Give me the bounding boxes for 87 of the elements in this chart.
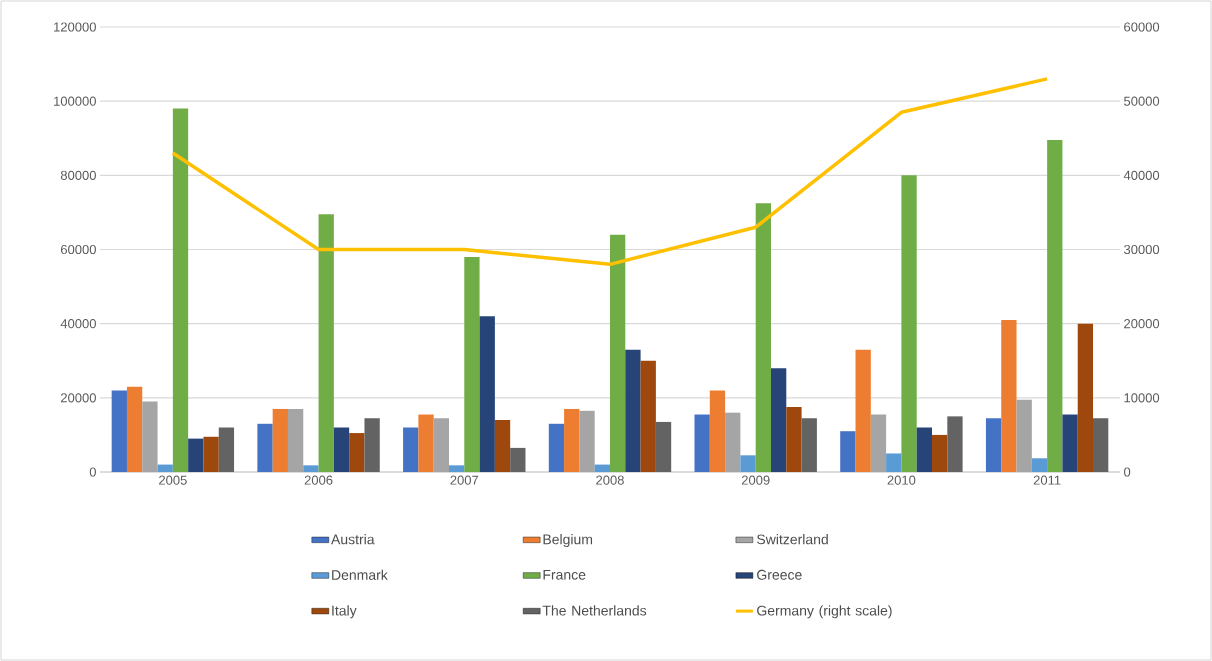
y-tick-label: 40000 <box>60 319 96 329</box>
bar <box>418 414 434 472</box>
bar <box>594 464 610 472</box>
x-tick-label: 2009 <box>741 475 770 485</box>
bar <box>564 408 580 472</box>
bar <box>801 418 817 472</box>
bar <box>947 416 963 472</box>
bar <box>433 418 449 472</box>
x-tick-label: 2008 <box>596 475 624 485</box>
bar <box>1062 414 1078 472</box>
bar <box>548 423 565 472</box>
bar <box>448 465 465 472</box>
legend-label: Greece <box>757 569 802 580</box>
x-tick-label: 2005 <box>159 475 187 485</box>
bar <box>1031 458 1048 472</box>
bar <box>494 420 511 472</box>
bar <box>157 464 173 472</box>
bar <box>479 316 495 472</box>
x-tick-label: 2007 <box>450 475 479 485</box>
y2-tick-label: 50000 <box>1124 96 1160 106</box>
x-tick-label: 2006 <box>304 475 333 485</box>
x-tick-label: 2011 <box>1033 475 1061 485</box>
y2-tick-label: 0 <box>1124 467 1131 477</box>
bar <box>609 234 626 472</box>
y-tick-label: 60000 <box>60 244 96 255</box>
y-tick-label: 0 <box>89 467 96 477</box>
bar <box>464 256 480 472</box>
y2-tick-label: 60000 <box>1124 22 1160 32</box>
legend-label: Italy <box>332 605 357 619</box>
y2-tick-label: 10000 <box>1124 393 1160 403</box>
y-tick-label: 100000 <box>54 96 96 106</box>
legend-label: Belgium <box>543 534 593 548</box>
y2-tick-label: 20000 <box>1124 319 1160 329</box>
bar <box>272 408 288 472</box>
legend-label: Switzerland <box>757 534 828 545</box>
line-series <box>171 77 1049 267</box>
y2-tick-label: 40000 <box>1123 170 1160 180</box>
bar <box>1093 418 1109 472</box>
bar <box>1001 319 1017 472</box>
bar <box>709 390 726 472</box>
bar <box>932 434 948 472</box>
y-tick-label: 120000 <box>54 22 96 32</box>
bar <box>855 349 871 472</box>
bar <box>403 427 419 472</box>
bar <box>694 414 710 472</box>
x-tick-label: 2010 <box>887 475 916 485</box>
bar <box>1047 140 1063 472</box>
bar <box>840 431 856 472</box>
bar <box>287 408 304 472</box>
bar <box>364 418 380 472</box>
bar <box>786 407 802 472</box>
legend-label: Denmark <box>332 569 388 580</box>
bar <box>203 436 219 472</box>
legend-label: France <box>543 569 586 580</box>
bar <box>640 360 656 472</box>
bar <box>886 453 902 472</box>
bar <box>303 465 319 472</box>
bar <box>870 414 887 472</box>
legend-label: Germany (right scale) <box>757 605 892 619</box>
bar <box>126 386 143 472</box>
bar <box>172 108 189 472</box>
bar <box>188 438 204 472</box>
bar <box>142 401 158 472</box>
bar <box>655 421 672 472</box>
bar <box>755 203 771 472</box>
bar <box>740 455 756 472</box>
bar <box>579 410 595 472</box>
bar <box>349 433 365 472</box>
bar <box>625 349 641 472</box>
bar <box>916 427 933 472</box>
y-tick-label: 80000 <box>60 170 96 180</box>
legend-label: Austria <box>331 534 375 545</box>
bar <box>257 423 273 472</box>
legend-label: The Netherlands <box>542 605 647 616</box>
bar <box>218 427 235 472</box>
y2-tick-label: 30000 <box>1124 244 1160 255</box>
bar <box>510 447 526 472</box>
y-tick-label: 20000 <box>60 393 96 403</box>
bar <box>771 368 787 472</box>
bar <box>725 412 741 472</box>
bar <box>1016 399 1032 472</box>
bar <box>901 175 917 472</box>
bar <box>318 214 334 472</box>
bar <box>111 390 127 472</box>
bar <box>985 418 1002 472</box>
bar <box>1077 323 1094 472</box>
bar <box>333 427 350 472</box>
